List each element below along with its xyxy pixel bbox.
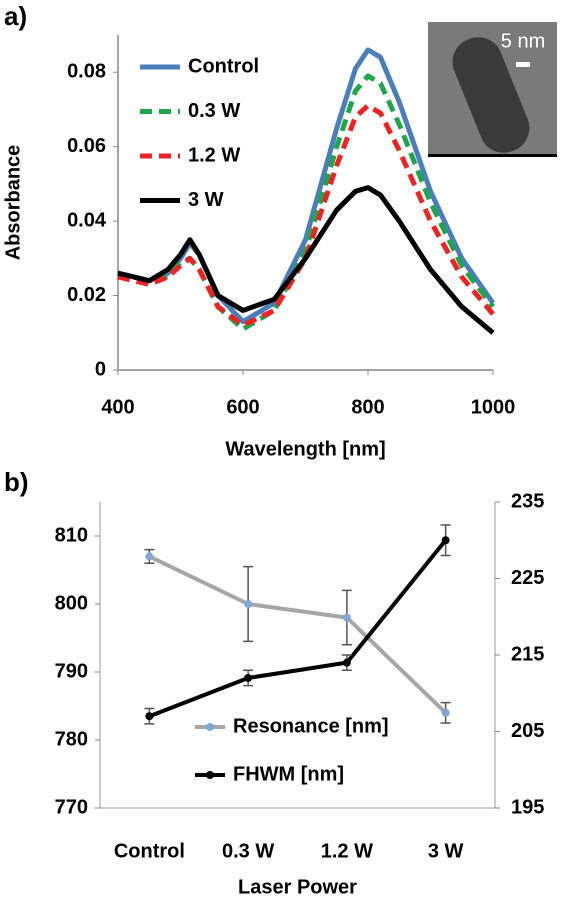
y-tick-label: 0.06	[67, 135, 106, 157]
panel-label: b)	[4, 467, 29, 497]
legend-marker	[206, 771, 214, 779]
x-tick-label: 0.3 W	[222, 840, 274, 862]
x-tick-label: 1.2 W	[321, 840, 373, 862]
x-tick-label: 800	[351, 396, 384, 418]
x-axis-label: Laser Power	[238, 876, 357, 898]
legend-label: 0.3 W	[188, 100, 240, 122]
y-tick-label: 770	[55, 796, 88, 818]
series-line	[117, 185, 495, 335]
x-axis-label: Wavelength [nm]	[225, 438, 385, 460]
nanorod	[452, 37, 530, 153]
x-tick-label: 600	[226, 396, 259, 418]
point	[441, 708, 450, 717]
y-tick-label: 0	[95, 358, 106, 380]
point	[244, 673, 253, 682]
inset-border	[428, 154, 557, 157]
x-tick-label: 400	[101, 396, 134, 418]
point	[441, 536, 450, 545]
x-tick-label: 1000	[471, 396, 516, 418]
legend-label: Resonance [nm]	[233, 715, 389, 737]
y-tick-label: 0.04	[67, 209, 107, 231]
series-line	[148, 554, 448, 715]
y-tick-label: 790	[55, 660, 88, 682]
x-tick-label: Control	[114, 840, 185, 862]
legend-label: 3 W	[188, 189, 224, 211]
legend-marker	[206, 723, 214, 731]
y-tick-label: 810	[55, 524, 88, 546]
y-tick-label: 800	[55, 592, 88, 614]
legend-label: 1.2 W	[188, 144, 240, 166]
y-tick-label: 0.08	[67, 61, 106, 83]
y2-tick-label: 225	[511, 567, 544, 589]
series-line	[148, 538, 448, 719]
inset-scale-label: 5 nm	[501, 30, 545, 52]
y2-tick-label: 205	[511, 720, 544, 742]
point	[145, 552, 154, 561]
y2-tick-label: 195	[511, 796, 544, 818]
panel-label: a)	[4, 1, 27, 31]
point	[244, 600, 253, 608]
y-axis-label: Absorbance	[2, 145, 24, 261]
y-tick-label: 780	[55, 728, 88, 750]
scale-bar	[516, 62, 530, 67]
x-tick-label: 3 W	[428, 840, 464, 862]
legend-label: Control	[188, 55, 259, 77]
inset-image: 5 nm	[428, 22, 557, 157]
y2-tick-label: 215	[511, 643, 544, 665]
legend-label: FHWM [nm]	[233, 763, 344, 785]
series-line	[117, 103, 495, 328]
y2-tick-label: 235	[511, 490, 544, 512]
y-tick-label: 0.02	[67, 284, 106, 306]
point	[342, 658, 351, 667]
point	[342, 613, 351, 622]
point	[145, 712, 154, 721]
